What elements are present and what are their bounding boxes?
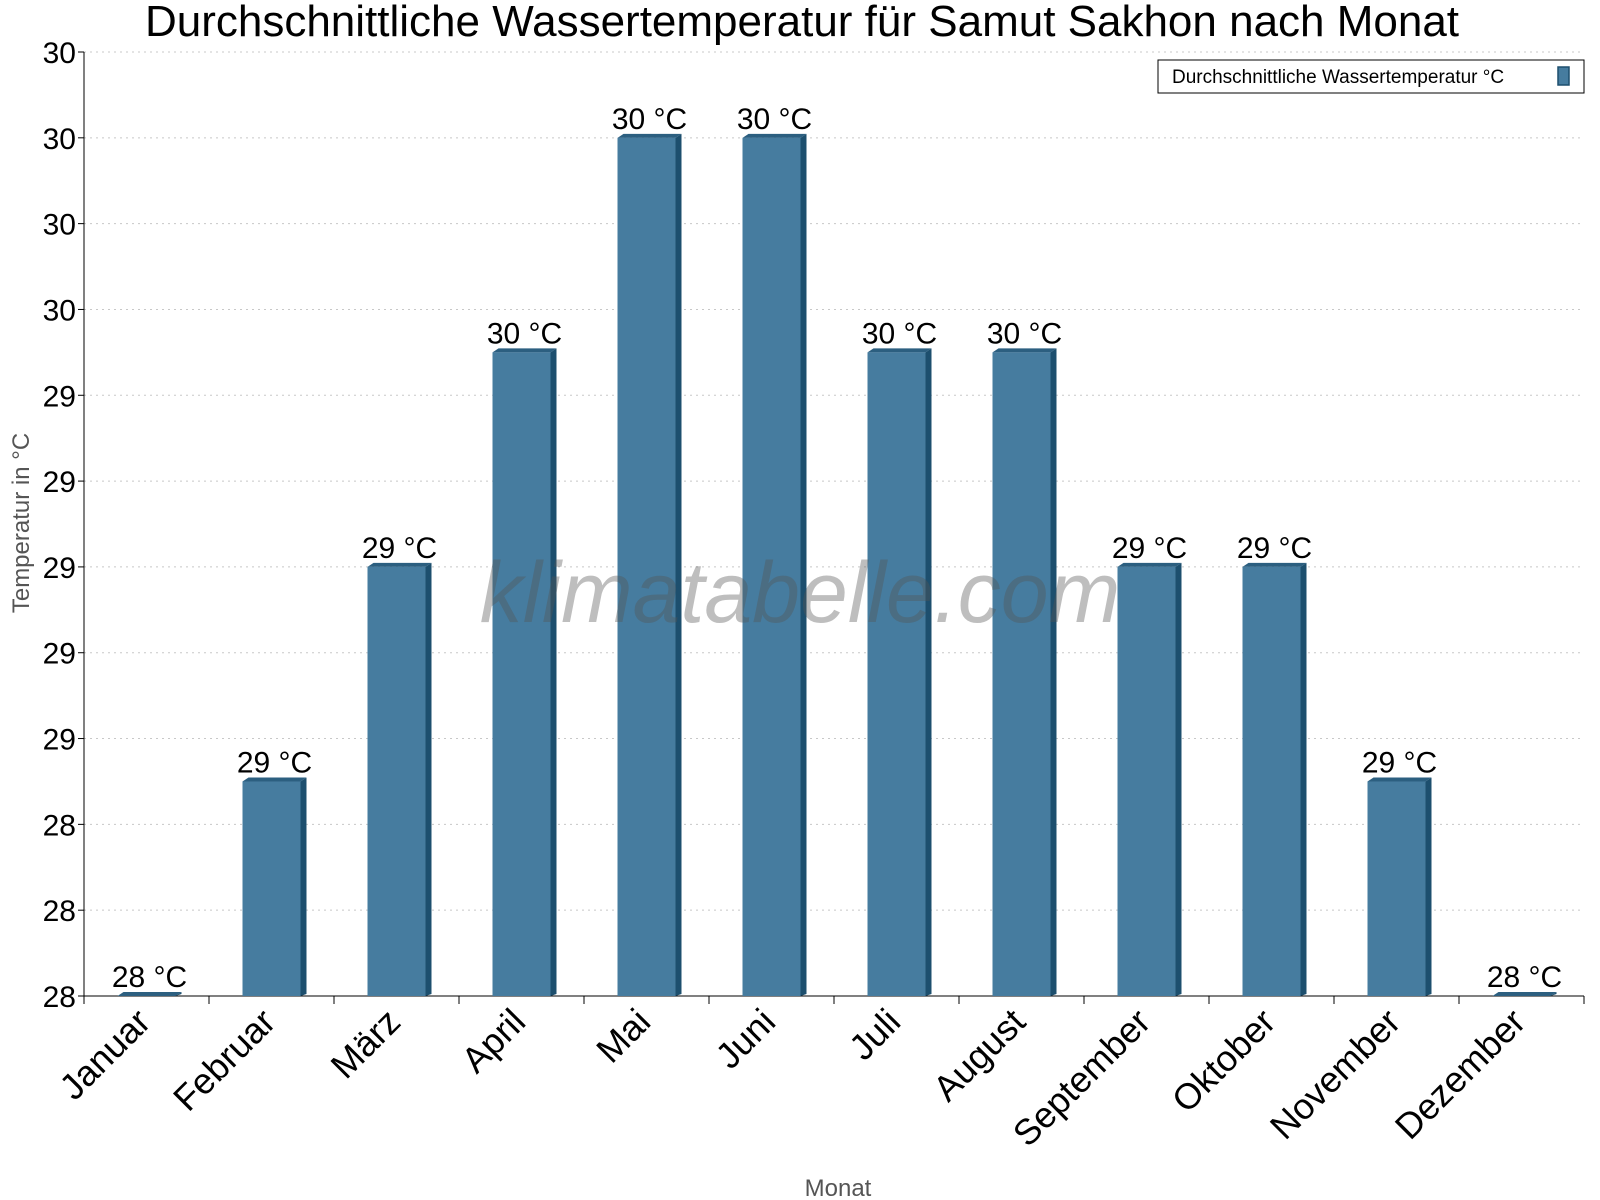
data-label: 29 °C	[1237, 532, 1312, 565]
bar	[617, 133, 682, 996]
bar-top-face	[1367, 777, 1432, 782]
bar-top-face	[492, 348, 557, 353]
bar-side-face	[925, 348, 932, 996]
bar-top-face	[617, 133, 682, 138]
bar	[992, 348, 1057, 996]
data-label: 29 °C	[1362, 746, 1437, 779]
bar	[1242, 562, 1307, 996]
y-tick-label: 30	[43, 294, 76, 327]
bar	[242, 777, 307, 996]
bar-side-face	[425, 562, 432, 996]
x-axis-label: Monat	[805, 1175, 872, 1200]
x-tick-label: Dezember	[1387, 1001, 1533, 1147]
y-tick-label: 29	[43, 638, 76, 671]
bar	[117, 992, 182, 996]
y-tick-label: 29	[43, 380, 76, 413]
bar-side-face	[300, 777, 307, 996]
bar-front-face	[1117, 566, 1176, 996]
bar	[867, 348, 932, 996]
x-tick-label: Januar	[51, 1001, 158, 1108]
data-label: 28 °C	[1487, 961, 1562, 994]
bar-side-face	[1050, 348, 1057, 996]
legend-box	[1157, 59, 1585, 94]
y-tick-label: 30	[43, 37, 76, 70]
bar-front-face	[1367, 781, 1426, 996]
bar-side-face	[675, 133, 682, 996]
y-tick-label: 30	[43, 209, 76, 242]
y-tick-label: 28	[43, 981, 76, 1014]
bar	[1492, 992, 1557, 996]
y-tick-label: 29	[43, 724, 76, 757]
x-tick-label: September	[1005, 1001, 1159, 1155]
bar-top-face	[742, 133, 807, 138]
legend: Durchschnittliche Wassertemperatur °C	[1157, 59, 1585, 94]
bar-top-face	[867, 348, 932, 353]
chart-title: Durchschnittliche Wassertemperatur für S…	[145, 0, 1459, 46]
bar-front-face	[992, 352, 1051, 996]
y-tick-label: 28	[43, 895, 76, 928]
bar	[367, 562, 432, 996]
gridlines	[84, 51, 1584, 911]
data-label: 30 °C	[487, 317, 562, 350]
bar-top-face	[992, 348, 1057, 353]
data-label: 29 °C	[1112, 532, 1187, 565]
x-tick-label: Oktober	[1164, 1001, 1284, 1121]
data-label: 30 °C	[987, 317, 1062, 350]
data-label: 29 °C	[237, 746, 312, 779]
bar-front-face	[492, 352, 551, 996]
x-tick-label: März	[323, 1001, 409, 1087]
bar	[1367, 777, 1432, 996]
bar-front-face	[617, 137, 676, 996]
data-label: 28 °C	[112, 961, 187, 994]
data-label: 30 °C	[612, 103, 687, 136]
bar-front-face	[242, 781, 301, 996]
y-tick-label: 29	[43, 552, 76, 585]
bar-front-face	[367, 566, 426, 996]
legend-label: Durchschnittliche Wassertemperatur °C	[1172, 67, 1504, 88]
bar-front-face	[1242, 566, 1301, 996]
bar-top-face	[1492, 992, 1557, 996]
x-tick-label: Juli	[841, 1001, 908, 1068]
bar-front-face	[742, 137, 801, 996]
bars	[117, 133, 1557, 996]
watermark: klimatabelle.com	[480, 545, 1120, 641]
bar	[492, 348, 557, 996]
bar-side-face	[175, 992, 182, 996]
bar-top-face	[367, 562, 432, 567]
data-labels: 28 °C 29 °C 29 °C 30 °C 30 °C 30 °C 30 °C 30 °C…	[112, 103, 1562, 994]
bar-side-face	[1175, 562, 1182, 996]
bar-side-face	[800, 133, 807, 996]
x-tick-label: Juni	[707, 1001, 783, 1077]
bar-side-face	[550, 348, 557, 996]
data-label: 29 °C	[362, 532, 437, 565]
x-tick-label: April	[453, 1001, 533, 1081]
y-tick-label: 29	[43, 466, 76, 499]
x-tick-label: August	[925, 1001, 1033, 1109]
bar-side-face	[1300, 562, 1307, 996]
bar-top-face	[117, 992, 182, 996]
bar-side-face	[1425, 777, 1432, 996]
bar	[742, 133, 807, 996]
bar	[1117, 562, 1182, 996]
x-tick-label: Februar	[165, 1001, 283, 1119]
data-label: 30 °C	[737, 103, 812, 136]
bar-front-face	[867, 352, 926, 996]
bar-top-face	[242, 777, 307, 782]
bar-top-face	[1242, 562, 1307, 567]
x-tick-label: Mai	[588, 1001, 658, 1071]
legend-swatch	[1557, 66, 1570, 86]
y-tick-label: 30	[43, 123, 76, 156]
bar-top-face	[1117, 562, 1182, 567]
x-tick-label: November	[1262, 1001, 1408, 1147]
y-axis-label: Temperatur in °C	[8, 433, 35, 613]
data-label: 30 °C	[862, 317, 937, 350]
bar-side-face	[1550, 992, 1557, 996]
y-tick-label: 28	[43, 809, 76, 842]
